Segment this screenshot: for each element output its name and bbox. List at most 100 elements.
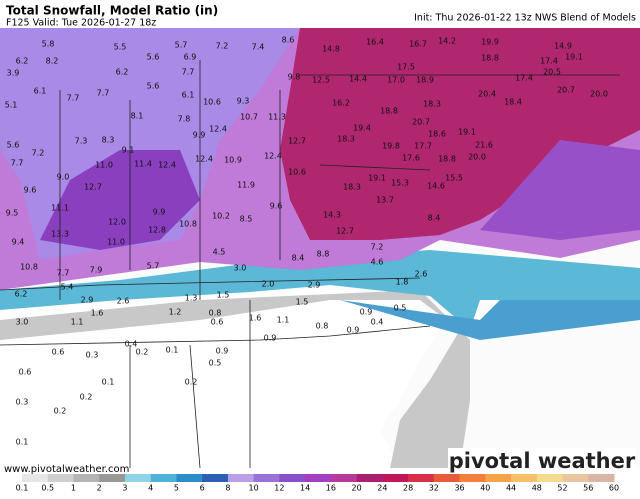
- url-box: [2, 462, 114, 474]
- point-value: 5.8: [42, 40, 55, 49]
- valid-time: F125 Valid: Tue 2026-01-27 18z: [6, 18, 156, 29]
- point-value: 7.9: [90, 266, 103, 275]
- colorbar-bin: [485, 474, 512, 482]
- point-value: 11.1: [51, 204, 69, 213]
- point-value: 14.8: [322, 45, 340, 54]
- colorbar-label: 52: [557, 484, 567, 493]
- point-value: 1.6: [91, 309, 104, 318]
- colorbar-bin: [511, 474, 538, 482]
- point-value: 0.3: [16, 398, 29, 407]
- colorbar-bin: [356, 474, 383, 482]
- point-value: 5.7: [147, 262, 160, 271]
- point-value: 5.6: [147, 82, 160, 91]
- point-value: 9.8: [288, 73, 301, 82]
- point-value: 7.7: [57, 269, 70, 278]
- point-value: 9.6: [24, 186, 37, 195]
- colorbar-bin: [22, 474, 49, 482]
- point-value: 17.4: [515, 74, 533, 83]
- colorbar-bin: [99, 474, 126, 482]
- point-value: 7.3: [75, 137, 88, 146]
- point-value: 4.6: [371, 258, 384, 267]
- point-value: 6.2: [116, 68, 129, 77]
- point-value: 19.9: [481, 38, 499, 47]
- point-value: 10.7: [240, 113, 258, 122]
- point-value: 0.9: [216, 347, 229, 356]
- colorbar-label: 20: [352, 484, 362, 493]
- point-value: 17.5: [397, 63, 415, 72]
- colorbar-label: 24: [377, 484, 387, 493]
- point-value: 20.7: [557, 86, 575, 95]
- point-value: 11.4: [134, 160, 152, 169]
- point-value: 0.1: [16, 438, 29, 447]
- colorbar-label: 40: [480, 484, 490, 493]
- point-value: 9.1: [122, 146, 135, 155]
- point-value: 16.4: [366, 38, 384, 47]
- point-value: 9.9: [193, 131, 206, 140]
- point-value: 6.9: [184, 53, 197, 62]
- point-value: 17.6: [402, 154, 420, 163]
- colorbar-label: 1: [71, 484, 76, 493]
- colorbar-label: 5: [174, 484, 179, 493]
- point-value: 7.8: [178, 115, 191, 124]
- colorbar-label: 32: [429, 484, 439, 493]
- value-labels: 5.8 5.5 5.7 7.2 7.4 8.6 14.8 16.4 16.7 14.2 19.9 14…: [5, 36, 608, 447]
- point-value: 3.0: [16, 318, 29, 327]
- point-value: 18.6: [428, 130, 446, 139]
- colorbar-label: 0.5: [41, 484, 54, 493]
- colorbar-bin: [330, 474, 358, 482]
- colorbar-label: 4: [148, 484, 153, 493]
- point-value: 2.0: [262, 280, 275, 289]
- colorbar-label: 8: [225, 484, 230, 493]
- point-value: 1.6: [249, 314, 262, 323]
- logo-box: [448, 448, 636, 472]
- point-value: 13.7: [376, 196, 394, 205]
- colorbar-label: 2: [97, 484, 102, 493]
- point-value: 12.5: [312, 76, 330, 85]
- point-value: 15.3: [391, 179, 409, 188]
- point-value: 3.9: [7, 69, 20, 78]
- point-value: 7.2: [216, 42, 229, 51]
- point-value: 11.9: [237, 181, 255, 190]
- point-value: 5.6: [7, 141, 20, 150]
- point-value: 0.8: [316, 322, 329, 331]
- point-value: 0.1: [166, 346, 179, 355]
- point-value: 5.6: [147, 53, 160, 62]
- map-fill: [0, 28, 640, 468]
- point-value: 9.9: [153, 208, 166, 217]
- colorbar-bin: [433, 474, 461, 482]
- colorbar-label: 44: [506, 484, 516, 493]
- point-value: 16.7: [409, 40, 427, 49]
- point-value: 11.0: [107, 238, 125, 247]
- point-value: 10.9: [224, 156, 242, 165]
- point-value: 12.4: [158, 161, 176, 170]
- point-value: 2.6: [415, 270, 428, 279]
- point-value: 10.6: [288, 168, 306, 177]
- point-value: 9.6: [270, 202, 283, 211]
- point-value: 0.9: [347, 326, 360, 335]
- colorbar-bin: [408, 474, 435, 482]
- point-value: 11.3: [268, 113, 286, 122]
- point-value: 5.4: [61, 283, 74, 292]
- url: www.pivotalweather.com: [4, 464, 129, 475]
- point-value: 20.5: [543, 68, 561, 77]
- point-value: 6.1: [182, 91, 195, 100]
- point-value: 19.8: [382, 142, 400, 151]
- colorbar-label: 16: [326, 484, 336, 493]
- colorbar-bin: [47, 474, 74, 482]
- colorbar-bin: [305, 474, 332, 482]
- point-value: 0.2: [54, 407, 67, 416]
- point-value: 0.9: [264, 334, 277, 343]
- point-value: 0.6: [19, 368, 32, 377]
- point-value: 8.4: [428, 214, 441, 223]
- colorbar: 0.1 0.5 1 2 3 4 5 6 8 10 12 14 16 20 24 28 32 36 40 44 48 52 5…: [16, 474, 619, 493]
- point-value: 12.8: [148, 226, 166, 235]
- colorbar-label: 36: [454, 484, 464, 493]
- point-value: 8.5: [240, 215, 253, 224]
- point-value: 0.2: [136, 348, 149, 357]
- point-value: 2.6: [117, 297, 130, 306]
- colorbar-bin: [227, 474, 255, 482]
- point-value: 0.6: [211, 318, 224, 327]
- colorbar-label: 48: [532, 484, 542, 493]
- point-value: 1.5: [217, 291, 230, 300]
- colorbar-bin: [253, 474, 280, 482]
